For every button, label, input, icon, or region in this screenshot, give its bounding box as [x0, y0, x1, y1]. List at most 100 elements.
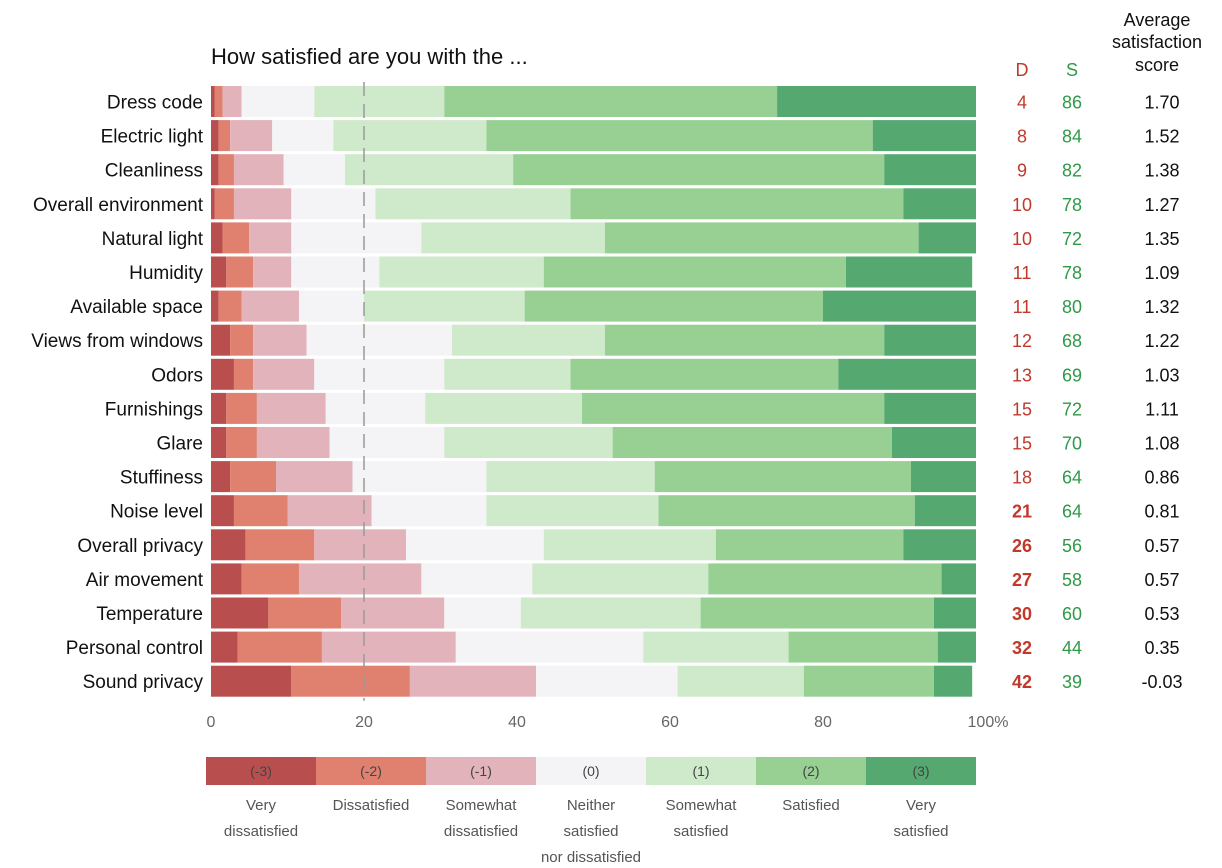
bar-segment-somewhat-dissatisfied	[241, 290, 299, 322]
bar-segment-satisfied	[513, 154, 885, 186]
bar-segment-somewhat-dissatisfied	[287, 495, 372, 527]
bar-segment-neither-satisfied-nor-dissatisfied	[241, 86, 315, 117]
bar-segment-somewhat-satisfied	[543, 529, 716, 561]
x-tick-label: 60	[661, 714, 679, 731]
row-odors: Odors 13 69 1.03	[151, 358, 1180, 390]
bar-segment-very-satisfied	[838, 358, 976, 390]
legend-item-very-dissatisfied: (-3) Very dissatisfied	[206, 757, 316, 840]
bar-segment-very-satisfied	[823, 290, 976, 322]
category-label: Odors	[151, 365, 203, 386]
bar-rows: Dress code 4 86 1.70 Electric light 8 84 1.52 Cl…	[31, 86, 1183, 697]
row-furnishings: Furnishings 15 72 1.11	[105, 392, 1179, 424]
bar-segment-somewhat-satisfied	[364, 290, 525, 322]
bar-segment-neither-satisfied-nor-dissatisfied	[291, 256, 380, 288]
bar-segment-very-satisfied	[891, 427, 976, 458]
row-glare: Glare 15 70 1.08	[157, 427, 1180, 458]
bar-segment-dissatisfied	[241, 563, 299, 595]
bar-segment-dissatisfied	[226, 256, 254, 288]
bar-segment-somewhat-satisfied	[344, 154, 514, 186]
bar-segment-somewhat-dissatisfied	[253, 358, 315, 390]
bar-segment-dissatisfied	[214, 86, 223, 117]
bar-segment-dissatisfied	[226, 427, 257, 458]
x-tick-label: 0	[207, 714, 216, 731]
bar-segment-somewhat-dissatisfied	[341, 597, 445, 629]
s-value: 39	[1062, 672, 1082, 692]
s-value: 64	[1062, 502, 1082, 522]
bar-segment-very-dissatisfied	[211, 563, 242, 595]
bar-segment-very-satisfied	[884, 324, 976, 356]
bar-segment-satisfied	[524, 290, 823, 322]
bar-segment-very-dissatisfied	[211, 665, 292, 697]
x-tick-label: 100%	[968, 714, 1009, 731]
bar-segment-neither-satisfied-nor-dissatisfied	[421, 563, 533, 595]
row-electric-light: Electric light 8 84 1.52	[101, 120, 1180, 152]
bar-segment-very-dissatisfied	[211, 358, 234, 390]
bar-segment-somewhat-dissatisfied	[321, 631, 456, 663]
d-value: 12	[1012, 331, 1032, 351]
legend-label: nor dissatisfied	[541, 849, 641, 866]
s-value: 78	[1062, 263, 1082, 283]
legend-label: satisfied	[563, 823, 618, 840]
s-value: 82	[1062, 161, 1082, 181]
bar-segment-somewhat-satisfied	[486, 495, 659, 527]
avg-score-value: 0.53	[1144, 604, 1179, 624]
avg-score-value: 1.08	[1144, 434, 1179, 454]
bar-segment-very-satisfied	[884, 154, 976, 186]
bar-segment-somewhat-dissatisfied	[314, 529, 407, 561]
legend-item-very-satisfied: (3) Very satisfied	[866, 757, 976, 840]
bar-segment-dissatisfied	[222, 222, 250, 254]
avg-column-header-line-3: score	[1135, 55, 1179, 75]
row-available-space: Available space 11 80 1.32	[70, 290, 1180, 322]
legend-item-satisfied: (2) Satisfied	[756, 757, 866, 814]
avg-score-value: 1.22	[1144, 331, 1179, 351]
category-label: Sound privacy	[83, 672, 204, 693]
bar-segment-very-satisfied	[933, 665, 973, 697]
avg-score-value: 0.57	[1144, 570, 1179, 590]
bar-segment-somewhat-satisfied	[520, 597, 701, 629]
row-noise-level: Noise level 21 64 0.81	[110, 495, 1180, 527]
avg-score-value: 0.81	[1144, 502, 1179, 522]
avg-score-value: 1.52	[1144, 127, 1179, 147]
legend-item-neither-satisfied-nor-dissatisfied: (0) Neither satisfied nor dissatisfied	[536, 757, 646, 866]
bar-segment-very-satisfied	[937, 631, 976, 663]
legend-label: Somewhat	[446, 797, 518, 814]
bar-segment-neither-satisfied-nor-dissatisfied	[371, 495, 487, 527]
legend-item-somewhat-dissatisfied: (-1) Somewhat dissatisfied	[426, 757, 536, 840]
legend-code: (2)	[802, 763, 819, 779]
bar-segment-neither-satisfied-nor-dissatisfied	[291, 222, 422, 254]
legend-label: Dissatisfied	[333, 797, 410, 814]
d-value: 21	[1012, 502, 1032, 522]
bar-segment-very-satisfied	[777, 86, 976, 117]
legend-label: Very	[906, 797, 937, 814]
category-label: Air movement	[86, 570, 204, 591]
bar-segment-very-dissatisfied	[211, 495, 234, 527]
avg-score-value: 0.35	[1144, 638, 1179, 658]
category-label: Electric light	[101, 127, 204, 148]
bar-segment-very-dissatisfied	[211, 120, 219, 152]
bar-segment-satisfied	[570, 358, 839, 390]
bar-segment-somewhat-satisfied	[421, 222, 605, 254]
x-tick-label: 20	[355, 714, 373, 731]
legend-swatch	[316, 757, 426, 785]
bar-segment-somewhat-dissatisfied	[409, 665, 537, 697]
d-value: 15	[1012, 434, 1032, 454]
bar-segment-somewhat-dissatisfied	[298, 563, 422, 595]
category-label: Overall privacy	[77, 536, 203, 557]
s-value: 60	[1062, 604, 1082, 624]
s-value: 72	[1062, 229, 1082, 249]
bar-segment-dissatisfied	[237, 631, 322, 663]
bar-segment-very-satisfied	[918, 222, 976, 254]
legend-label: Very	[246, 797, 277, 814]
bar-segment-somewhat-satisfied	[375, 188, 571, 220]
bar-segment-satisfied	[803, 665, 934, 697]
row-views-from-windows: Views from windows 12 68 1.22	[31, 324, 1180, 356]
row-dress-code: Dress code 4 86 1.70	[107, 86, 1180, 117]
bar-segment-somewhat-dissatisfied	[256, 427, 330, 458]
s-value: 86	[1062, 93, 1082, 113]
bar-segment-very-dissatisfied	[211, 154, 219, 186]
s-value: 84	[1062, 127, 1082, 147]
d-value: 4	[1017, 93, 1027, 113]
legend-label: satisfied	[673, 823, 728, 840]
avg-score-value: 0.86	[1144, 468, 1179, 488]
bar-segment-neither-satisfied-nor-dissatisfied	[455, 631, 644, 663]
